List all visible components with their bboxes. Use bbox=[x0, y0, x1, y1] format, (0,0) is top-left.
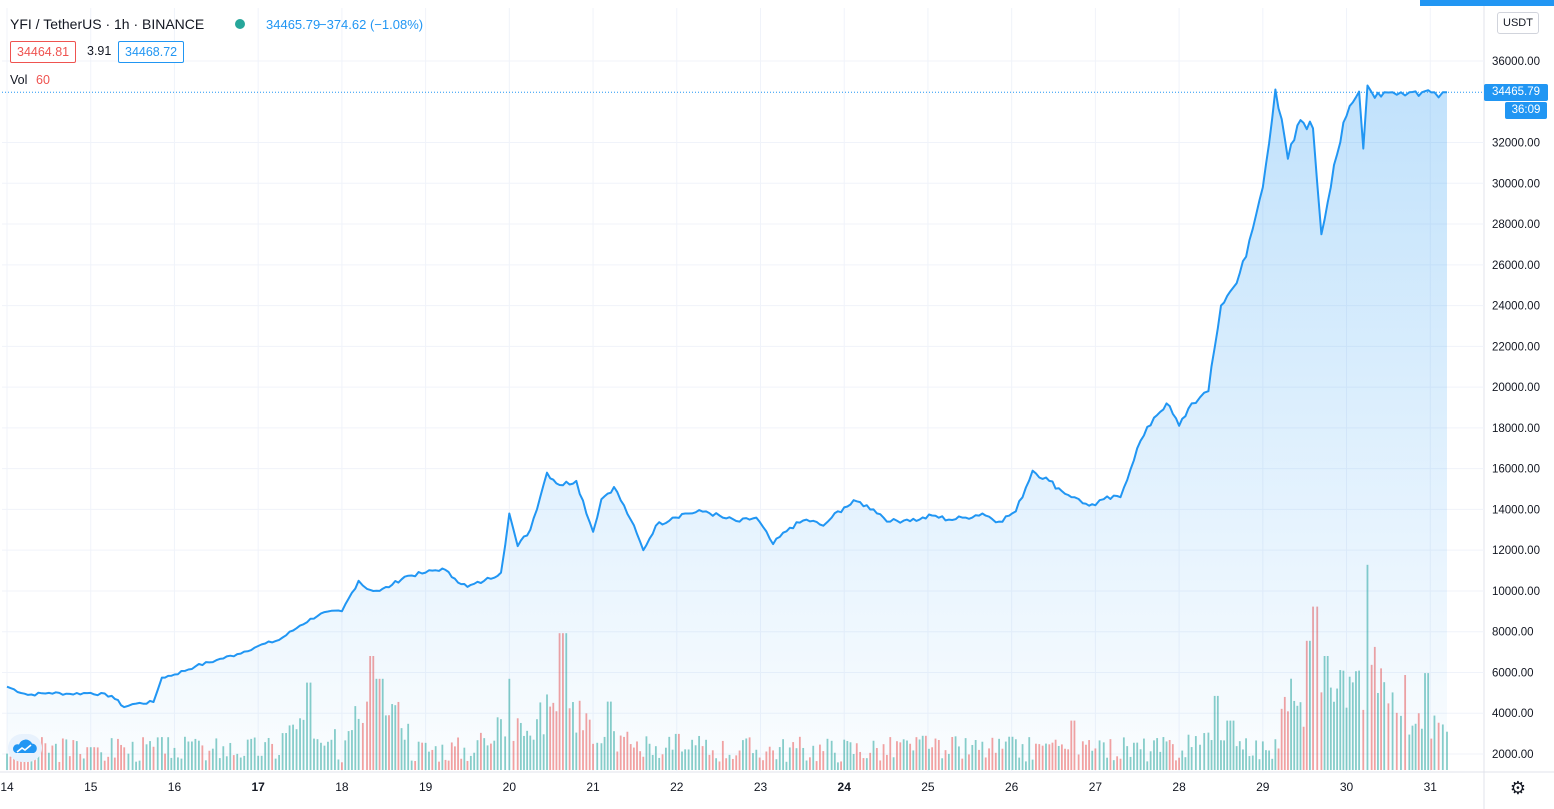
ask-price-box[interactable]: 34468.72 bbox=[118, 41, 185, 63]
y-tick-label: 6000.00 bbox=[1492, 667, 1534, 679]
volume-label[interactable]: Vol bbox=[10, 73, 28, 87]
y-tick-label: 10000.00 bbox=[1492, 586, 1540, 598]
y-tick-label: 12000.00 bbox=[1492, 545, 1540, 557]
tradingview-logo-button[interactable] bbox=[8, 734, 42, 762]
x-tick-label: 23 bbox=[754, 780, 768, 794]
y-tick-label: 16000.00 bbox=[1492, 464, 1540, 476]
gear-icon[interactable]: ⚙ bbox=[1509, 778, 1527, 798]
currency-button[interactable]: USDT bbox=[1497, 12, 1539, 34]
y-tick-label: 2000.00 bbox=[1492, 749, 1534, 761]
x-tick-label: 25 bbox=[921, 780, 935, 794]
volume-length: 60 bbox=[36, 73, 50, 87]
price-line bbox=[6, 84, 1447, 709]
y-tick-label: 26000.00 bbox=[1492, 260, 1540, 272]
x-tick-label: 16 bbox=[168, 780, 182, 794]
x-tick-label: 28 bbox=[1172, 780, 1186, 794]
x-tick-label: 14 bbox=[0, 780, 14, 794]
x-tick-label: 24 bbox=[838, 780, 852, 794]
y-tick-label: 20000.00 bbox=[1492, 382, 1540, 394]
bid-price-box[interactable]: 34464.81 bbox=[10, 41, 77, 63]
y-tick-label: 14000.00 bbox=[1492, 504, 1540, 516]
x-tick-label: 27 bbox=[1089, 780, 1103, 794]
legend-price-change: −374.62 (−1.08%) bbox=[319, 17, 424, 32]
y-tick-label: 24000.00 bbox=[1492, 301, 1540, 313]
x-tick-label: 29 bbox=[1256, 780, 1270, 794]
last-price-tag: 34465.79 bbox=[1484, 83, 1548, 101]
spread-value: 3.91 bbox=[87, 44, 112, 58]
y-tick-label: 28000.00 bbox=[1492, 219, 1540, 231]
y-tick-label: 36000.00 bbox=[1492, 56, 1540, 68]
symbol-title[interactable]: YFI / TetherUS · 1h · BINANCE bbox=[10, 16, 205, 32]
tradingview-cloud-icon bbox=[12, 739, 37, 753]
price-area-fill bbox=[7, 85, 1447, 770]
x-tick-label: 21 bbox=[586, 780, 600, 794]
x-tick-label: 17 bbox=[252, 780, 266, 794]
x-tick-label: 22 bbox=[670, 780, 684, 794]
toolbar-accent-strip bbox=[1420, 0, 1554, 6]
x-tick-label: 26 bbox=[1005, 780, 1019, 794]
market-status-dot-icon bbox=[235, 19, 245, 29]
y-tick-label: 4000.00 bbox=[1492, 708, 1534, 720]
x-tick-label: 18 bbox=[335, 780, 349, 794]
x-tick-label: 15 bbox=[84, 780, 98, 794]
bar-countdown-tag: 36:09 bbox=[1505, 102, 1547, 120]
y-tick-label: 30000.00 bbox=[1492, 178, 1540, 190]
y-tick-label: 32000.00 bbox=[1492, 138, 1540, 150]
y-tick-label: 18000.00 bbox=[1492, 423, 1540, 435]
x-tick-label: 19 bbox=[419, 780, 433, 794]
y-tick-label: 8000.00 bbox=[1492, 627, 1534, 639]
legend-last-price: 34465.79 bbox=[266, 17, 321, 32]
x-tick-label: 30 bbox=[1340, 780, 1354, 794]
x-tick-label: 31 bbox=[1424, 780, 1438, 794]
y-tick-label: 22000.00 bbox=[1492, 341, 1540, 353]
x-tick-label: 20 bbox=[503, 780, 517, 794]
